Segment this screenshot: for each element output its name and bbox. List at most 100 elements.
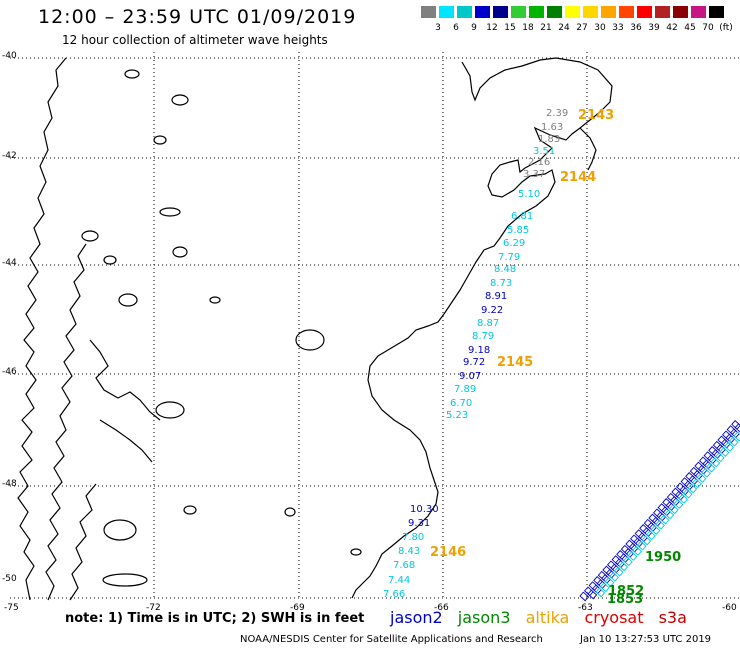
track-mark [628,542,639,553]
track-mark [596,579,607,589]
track-mark [587,589,598,600]
wave-height-value: 7.79 [498,252,521,263]
map-subtitle: 12 hour collection of altimeter wave hei… [62,33,328,47]
track-mark [665,501,676,511]
track-mark [599,582,610,593]
track-mark [703,451,714,461]
color-tick-label: 24 [558,23,570,33]
track-mark [645,530,656,541]
track-mark [679,485,690,496]
track-mark [610,563,621,574]
track-mark [622,556,633,567]
wave-height-value: 6.81 [511,211,534,222]
color-tick-label: 70 [702,23,714,33]
track-mark [627,551,638,561]
lat-lon-grid [10,52,740,600]
lat-label: -44 [2,258,17,268]
track-mark [634,529,645,539]
wave-height-value: 6.29 [503,238,526,249]
track-mark [708,446,718,456]
wave-height-value: 9.72 [463,357,486,368]
satellite-legend: jason2 jason3 altika cryosat s3a [390,608,697,627]
track-mark [668,504,679,515]
legend-altika: altika [525,608,570,627]
color-tick-label: 15 [504,23,516,33]
units-note: note: 1) Time is in UTC; 2) SWH is in fe… [65,611,365,626]
lat-label: -50 [2,574,17,584]
wave-height-value: 7.66 [383,589,406,600]
wave-height-value: 10.30 [410,504,439,515]
track-mark [729,428,740,439]
track-mark [660,506,671,517]
track-mark [629,534,640,545]
track-mark [680,477,691,487]
color-swatch [511,6,526,18]
footer: NOAA/NESDIS Center for Satellite Applica… [240,634,711,645]
track-mark [655,520,665,530]
track-mark [710,457,721,468]
track-mark [647,522,657,532]
wave-height-value: 8.48 [494,264,517,275]
color-tick-label: 30 [594,23,606,33]
color-swatch [709,6,724,18]
color-swatch [529,6,544,18]
track-mark [670,496,680,506]
color-swatch [655,6,670,18]
track-mark [613,566,624,577]
color-swatch [691,6,706,18]
wave-height-value: 2.39 [546,108,569,119]
color-swatch [583,6,598,18]
legend-jason2: jason2 [390,608,443,627]
wave-height-value: 7.68 [393,560,416,571]
color-tick-label: 42 [666,23,678,33]
lon-label: -75 [4,603,19,613]
track-mark [693,470,703,480]
track-mark [731,420,740,430]
color-tick-label: 6 [453,23,459,33]
wave-height-value: 7.44 [388,575,411,586]
wave-height-value: 9.22 [481,305,504,316]
lat-label: -40 [2,51,17,61]
lon-label: -60 [722,603,737,613]
track-mark [691,478,702,489]
color-swatch [493,6,508,18]
track-mark [601,574,611,584]
track-mark [588,581,599,591]
track-mark [685,472,695,482]
track-mark [717,435,728,446]
track-mark [734,423,740,433]
track-mark [641,535,652,546]
track-mark [714,452,725,463]
map-title: 12:00 – 23:59 UTC 01/09/2019 [38,6,357,28]
lon-label: -63 [578,603,593,613]
track-mark [579,591,590,602]
color-swatch [673,6,688,18]
track-mark [606,560,617,571]
color-swatch [601,6,616,18]
lat-label: -46 [2,367,17,377]
track-mark [609,572,619,582]
track-mark [605,568,616,579]
color-tick-label: 21 [540,23,552,33]
track-mark [618,561,629,572]
color-tick-label: 45 [684,23,696,33]
track-mark [620,544,631,555]
track-mark [673,499,684,509]
legend-cryosat: cryosat [584,608,644,627]
orbit-number-label: 2144 [560,170,597,185]
track-mark [697,464,708,475]
color-tick-label: 39 [648,23,660,33]
track-mark [728,436,739,447]
track-mark [591,584,602,595]
wave-height-value: 8.43 [398,546,421,557]
orbit-number-label: 2146 [430,545,467,560]
track-mark [725,433,736,444]
track-mark [671,487,682,498]
track-mark [675,482,686,493]
track-mark [724,442,734,452]
lon-label: -66 [434,603,449,613]
color-tick-label: 18 [522,23,534,33]
lon-label: -69 [290,603,305,613]
track-mark [659,514,670,525]
color-swatch [547,6,562,18]
